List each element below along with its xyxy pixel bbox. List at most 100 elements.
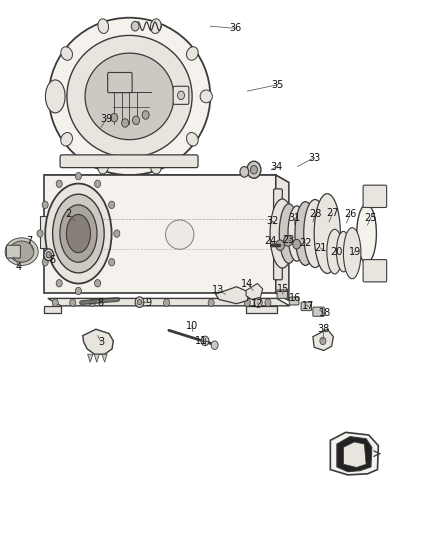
Circle shape — [240, 166, 249, 177]
Text: 16: 16 — [289, 293, 301, 303]
Ellipse shape — [61, 47, 72, 60]
Circle shape — [52, 299, 58, 306]
Text: 14: 14 — [241, 279, 254, 288]
Ellipse shape — [288, 206, 305, 261]
Ellipse shape — [67, 35, 192, 157]
Polygon shape — [48, 298, 290, 306]
Text: 12: 12 — [251, 298, 264, 309]
Circle shape — [244, 299, 251, 306]
Polygon shape — [102, 354, 107, 362]
Ellipse shape — [327, 229, 343, 274]
Circle shape — [122, 119, 129, 127]
Circle shape — [109, 201, 115, 208]
Ellipse shape — [187, 133, 198, 146]
Ellipse shape — [295, 201, 316, 265]
Text: 39: 39 — [100, 114, 113, 124]
FancyBboxPatch shape — [363, 260, 387, 282]
Ellipse shape — [67, 214, 90, 253]
Text: 35: 35 — [272, 80, 284, 90]
Ellipse shape — [49, 18, 210, 175]
Text: 24: 24 — [264, 236, 277, 246]
Ellipse shape — [187, 47, 198, 60]
Circle shape — [56, 279, 62, 287]
Polygon shape — [44, 306, 61, 313]
Circle shape — [247, 161, 261, 178]
Polygon shape — [343, 442, 366, 467]
Circle shape — [251, 165, 258, 174]
Ellipse shape — [60, 205, 97, 262]
Text: 3: 3 — [98, 337, 104, 347]
Text: 31: 31 — [288, 213, 300, 223]
Ellipse shape — [5, 238, 38, 265]
FancyBboxPatch shape — [277, 290, 288, 298]
Polygon shape — [40, 216, 48, 248]
Text: 25: 25 — [365, 213, 377, 223]
Circle shape — [70, 299, 76, 306]
Text: 21: 21 — [314, 243, 326, 253]
Polygon shape — [94, 354, 99, 362]
Ellipse shape — [314, 193, 340, 273]
Text: 22: 22 — [299, 238, 312, 247]
Circle shape — [111, 114, 118, 122]
Text: 7: 7 — [26, 236, 32, 246]
Ellipse shape — [279, 204, 298, 263]
Text: 19: 19 — [349, 247, 361, 256]
FancyBboxPatch shape — [60, 155, 198, 167]
Polygon shape — [246, 306, 277, 313]
Ellipse shape — [343, 228, 361, 279]
Circle shape — [208, 299, 214, 306]
Ellipse shape — [357, 204, 376, 263]
Circle shape — [131, 21, 139, 31]
Ellipse shape — [200, 90, 212, 103]
Text: 13: 13 — [212, 286, 224, 295]
Text: 26: 26 — [344, 209, 356, 220]
Text: 32: 32 — [266, 216, 279, 227]
Polygon shape — [44, 175, 276, 293]
Polygon shape — [44, 175, 289, 182]
Circle shape — [276, 240, 285, 251]
Circle shape — [177, 91, 184, 100]
Polygon shape — [337, 437, 372, 472]
Text: 4: 4 — [16, 262, 22, 271]
Circle shape — [114, 230, 120, 237]
Circle shape — [42, 201, 48, 208]
Circle shape — [293, 239, 300, 249]
Ellipse shape — [98, 19, 109, 34]
Polygon shape — [83, 329, 113, 354]
Circle shape — [138, 300, 142, 305]
Circle shape — [135, 297, 144, 308]
Text: 18: 18 — [318, 308, 331, 318]
Polygon shape — [12, 238, 31, 265]
Ellipse shape — [270, 199, 294, 268]
Text: 28: 28 — [309, 209, 321, 220]
Ellipse shape — [61, 133, 72, 146]
Text: 11: 11 — [194, 336, 207, 346]
Text: 33: 33 — [308, 152, 320, 163]
FancyBboxPatch shape — [108, 72, 132, 93]
Text: 6: 6 — [49, 255, 55, 265]
FancyBboxPatch shape — [363, 185, 387, 207]
Text: 20: 20 — [330, 247, 342, 256]
Circle shape — [109, 259, 115, 266]
FancyBboxPatch shape — [313, 307, 324, 316]
Ellipse shape — [150, 19, 161, 34]
Text: 23: 23 — [283, 235, 295, 245]
Text: 9: 9 — [145, 297, 152, 308]
Ellipse shape — [47, 90, 59, 103]
Circle shape — [75, 287, 81, 295]
Circle shape — [320, 337, 326, 345]
Ellipse shape — [45, 183, 112, 284]
Polygon shape — [88, 354, 93, 362]
Ellipse shape — [336, 231, 350, 272]
Text: 34: 34 — [271, 161, 283, 172]
Polygon shape — [246, 284, 263, 300]
FancyBboxPatch shape — [274, 189, 283, 280]
Ellipse shape — [98, 159, 109, 174]
Circle shape — [265, 299, 271, 306]
Circle shape — [142, 111, 149, 119]
FancyBboxPatch shape — [301, 302, 311, 311]
Circle shape — [56, 180, 62, 188]
Text: 15: 15 — [277, 284, 290, 294]
Circle shape — [95, 279, 101, 287]
Ellipse shape — [10, 241, 34, 262]
